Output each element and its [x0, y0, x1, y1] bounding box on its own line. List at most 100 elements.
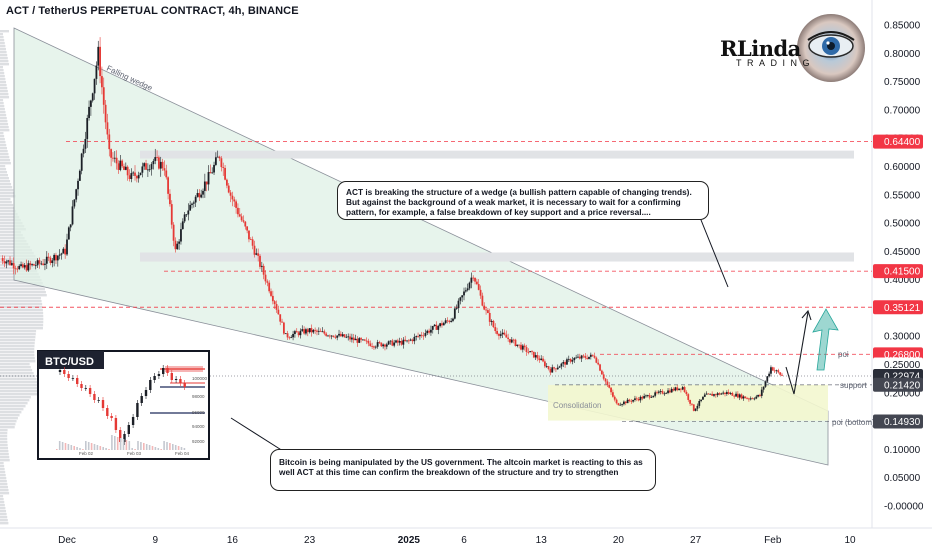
candle-body	[119, 160, 122, 170]
candle-body	[295, 331, 298, 333]
inset-volume-bar	[56, 449, 58, 450]
candle-body	[128, 175, 131, 179]
volume-profile-bar	[0, 327, 43, 330]
inset-volume-bar	[128, 441, 131, 450]
inset-volume-bar	[134, 449, 136, 450]
volume-profile-bar	[0, 186, 13, 189]
candle-body	[249, 239, 252, 241]
candle-body	[33, 264, 35, 266]
volume-profile-bar	[0, 387, 40, 390]
candle-body	[525, 347, 528, 352]
inset-candle-body	[71, 378, 75, 379]
volume-profile-bar	[0, 396, 31, 399]
candle-body	[47, 256, 50, 258]
candle-body	[167, 177, 169, 194]
candle-body	[106, 122, 109, 135]
inset-volume-bar	[105, 448, 107, 450]
candle-body	[369, 343, 372, 347]
candle-body	[115, 157, 118, 164]
volume-profile-bar	[0, 378, 37, 381]
candle-body	[748, 398, 750, 400]
candle-body	[584, 356, 587, 358]
candle-body	[137, 175, 140, 179]
candle-body	[130, 173, 133, 179]
volume-profile-bar	[0, 159, 11, 162]
volume-profile-bar	[0, 360, 36, 363]
inset-candle-body	[67, 374, 70, 378]
inset-y-label: 100000	[192, 376, 208, 381]
volume-profile-bar	[0, 294, 47, 297]
price-axis-label: 0.55000	[884, 190, 921, 201]
candle-body	[123, 166, 125, 170]
candle-body	[656, 392, 658, 394]
price-tag-label: 0.14930	[884, 417, 921, 428]
volume-profile-bar	[0, 183, 12, 186]
candle-body	[299, 330, 302, 336]
candle-body	[71, 206, 74, 225]
candle-body	[259, 255, 261, 267]
candle-body	[214, 157, 217, 165]
candle-body	[514, 339, 517, 346]
candle-body	[725, 392, 728, 395]
volume-profile-bar	[0, 222, 23, 225]
candle-body	[207, 172, 210, 185]
candle-body	[303, 329, 306, 334]
time-axis[interactable]: Dec 9 16 23 2025 6 13 20 27 Feb 10	[58, 535, 856, 546]
inset-candle-body	[136, 403, 139, 417]
candle-body	[534, 355, 537, 358]
candle-body	[703, 394, 706, 397]
candle-body	[266, 281, 269, 283]
candle-body	[238, 214, 241, 217]
inset-volume-bar	[90, 443, 93, 450]
inset-candle-body	[153, 376, 156, 380]
candle-body	[82, 148, 85, 154]
candle-body	[148, 169, 151, 171]
price-axis-label: 0.75000	[884, 77, 921, 88]
candle-body	[661, 391, 664, 394]
candle-body	[31, 264, 33, 266]
candle-body	[566, 359, 568, 365]
candle-body	[165, 170, 168, 178]
candle-body	[474, 277, 476, 282]
candle-body	[545, 366, 548, 367]
candle-body	[338, 333, 340, 336]
candle-body	[339, 333, 342, 337]
candle-body	[310, 328, 313, 333]
candle-body	[181, 221, 184, 230]
candle-body	[426, 330, 429, 334]
candle-body	[450, 320, 453, 322]
candle-body	[56, 255, 59, 261]
candle-body	[777, 370, 780, 373]
volume-profile-bar	[0, 138, 5, 141]
candle-body	[597, 362, 600, 365]
candle-body	[775, 370, 778, 372]
consolidation-label: Consolidation	[553, 401, 601, 410]
candle-body	[53, 254, 56, 261]
candle-body	[284, 333, 287, 335]
consolidation-zone	[548, 384, 828, 421]
volume-profile-bar	[0, 408, 24, 411]
volume-profile-bar	[0, 447, 9, 450]
candle-body	[553, 367, 555, 369]
candle-body	[595, 357, 598, 363]
candle-body	[49, 257, 52, 264]
candle-body	[279, 314, 282, 322]
volume-profile-bar	[0, 102, 4, 105]
inset-candle-body	[101, 400, 105, 408]
candle-body	[132, 172, 135, 174]
candle-body	[520, 344, 522, 350]
volume-profile-bar	[0, 492, 10, 495]
volume-profile-bar	[0, 435, 8, 438]
inset-candle-body	[149, 380, 152, 390]
volume-profile-bar	[0, 453, 9, 456]
volume-profile-bar	[0, 465, 5, 468]
candle-body	[332, 335, 335, 337]
candle-body	[510, 339, 513, 343]
candle-body	[442, 323, 445, 326]
inset-y-label: 98000	[192, 394, 205, 399]
candle-body	[189, 204, 192, 211]
volume-profile-bar	[0, 426, 15, 429]
candle-body	[146, 169, 149, 171]
